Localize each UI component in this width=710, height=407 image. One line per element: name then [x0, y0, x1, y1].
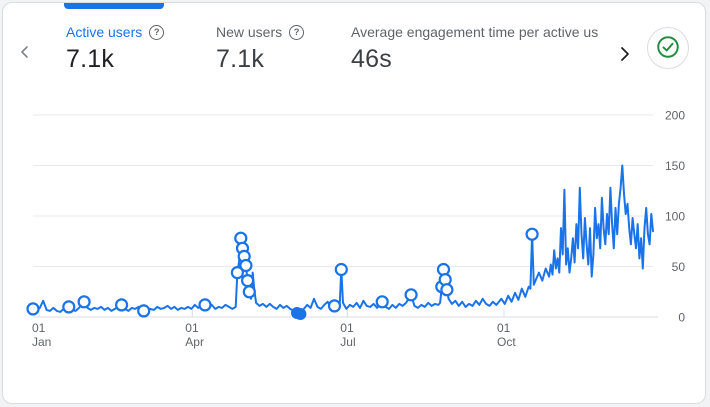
svg-text:Jul: Jul	[340, 335, 355, 349]
svg-text:Oct: Oct	[497, 335, 516, 349]
metric-tab-active-users[interactable]: Active users ? 7.1k	[66, 23, 165, 74]
metric-value: 7.1k	[66, 45, 115, 73]
svg-text:Jan: Jan	[32, 335, 51, 349]
metric-label: Active users	[66, 24, 143, 40]
svg-text:01: 01	[497, 321, 511, 335]
metrics-card: Active users ? 7.1k New users ? 7.1k Ave…	[2, 2, 706, 404]
svg-text:150: 150	[665, 159, 685, 173]
metric-label: Average engagement time per active us	[351, 24, 599, 40]
active-tab-indicator	[64, 3, 164, 9]
svg-text:Apr: Apr	[185, 335, 204, 349]
svg-text:01: 01	[185, 321, 199, 335]
svg-text:50: 50	[672, 260, 686, 274]
metric-value: 46s	[351, 45, 392, 73]
metric-tab-new-users[interactable]: New users ? 7.1k	[216, 23, 305, 74]
svg-text:0: 0	[678, 311, 685, 325]
svg-text:01: 01	[32, 321, 46, 335]
metric-tab-avg-engagement-time[interactable]: Average engagement time per active us 46…	[351, 23, 637, 74]
chevron-right-icon	[617, 46, 633, 65]
chevron-left-icon	[18, 45, 32, 62]
data-quality-button[interactable]	[647, 27, 689, 69]
help-icon[interactable]: ?	[289, 24, 305, 40]
prev-metrics-button[interactable]	[11, 39, 39, 67]
help-icon[interactable]: ?	[149, 24, 165, 40]
svg-text:200: 200	[665, 109, 685, 123]
check-circle-icon	[655, 34, 681, 63]
next-metrics-button[interactable]	[611, 41, 639, 69]
svg-text:01: 01	[340, 321, 354, 335]
metric-value: 7.1k	[216, 45, 265, 73]
metric-label: New users	[216, 24, 283, 40]
svg-text:100: 100	[665, 210, 685, 224]
